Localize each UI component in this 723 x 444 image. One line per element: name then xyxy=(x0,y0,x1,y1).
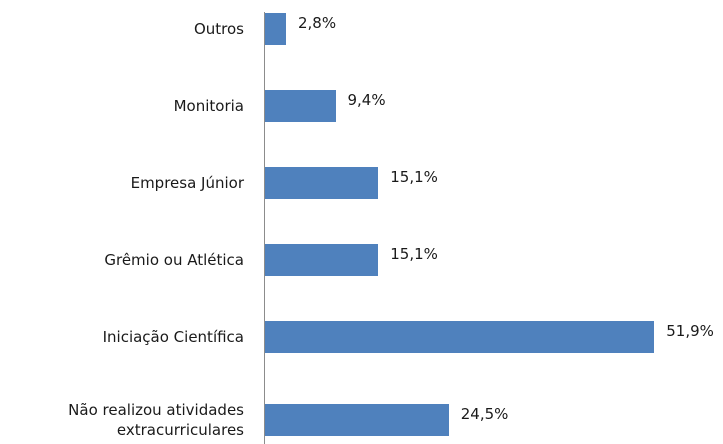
value-label: 9,4% xyxy=(347,91,386,109)
category-label: Outros xyxy=(193,20,244,38)
bar xyxy=(265,244,379,276)
category-label: Empresa Júnior xyxy=(130,174,244,192)
value-label: 51,9% xyxy=(666,322,714,340)
bar xyxy=(265,167,379,199)
bar xyxy=(265,404,449,436)
category-label: Grêmio ou Atlética xyxy=(104,251,244,269)
value-label: 15,1% xyxy=(390,245,438,263)
category-label: Iniciação Científica xyxy=(102,328,244,346)
bar xyxy=(265,321,655,353)
value-label: 2,8% xyxy=(298,14,337,32)
value-label: 24,5% xyxy=(460,405,509,423)
category-label: Não realizou atividades extracurriculare… xyxy=(68,401,244,439)
category-label: Monitoria xyxy=(173,97,244,115)
bar xyxy=(265,13,286,45)
axis-line xyxy=(264,12,265,444)
value-label: 15,1% xyxy=(390,168,438,186)
bar xyxy=(265,90,336,122)
